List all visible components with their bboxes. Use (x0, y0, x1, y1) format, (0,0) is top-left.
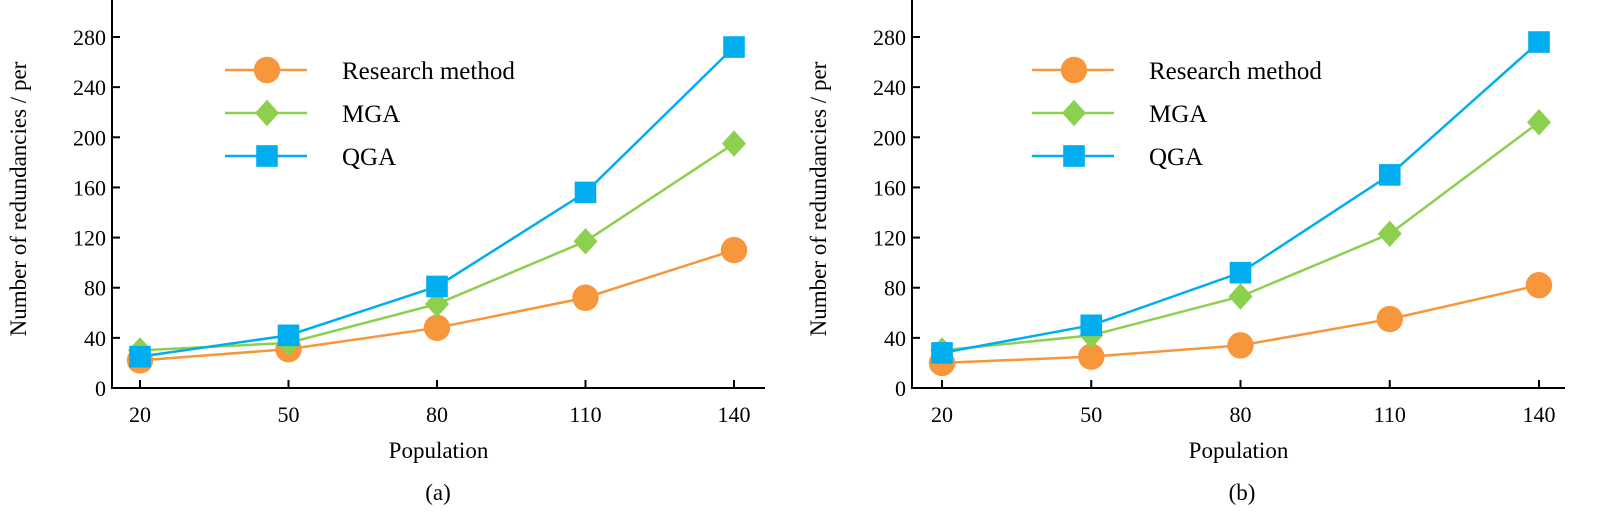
legend-item: Research method (225, 56, 515, 85)
legend-item: Research method (1032, 56, 1322, 85)
series-mga (128, 130, 746, 364)
legend-item: QGA (1032, 144, 1203, 171)
x-tick-label: 110 (1374, 402, 1406, 427)
data-point-diamond (573, 228, 598, 255)
y-tick-label: 40 (884, 326, 906, 351)
data-point-square (1063, 145, 1085, 167)
data-point-square (277, 324, 300, 347)
data-point-circle (1078, 343, 1105, 370)
x-tick-label: 80 (1230, 402, 1252, 427)
data-point-diamond (255, 99, 279, 127)
x-tick-label: 140 (718, 402, 751, 427)
panel-caption: (b) (1229, 480, 1256, 505)
chart-panel-b: 0 40 80 120 160 200 240 280 20 50 80 110 140 Populati… (806, 0, 1565, 505)
legend-item: QGA (225, 144, 396, 171)
data-point-circle (1376, 305, 1403, 333)
data-point-circle (1060, 56, 1088, 84)
data-point-square (723, 36, 745, 58)
x-tick-label: 20 (129, 402, 151, 427)
y-tick-label: 160 (73, 175, 106, 200)
data-point-diamond (1527, 109, 1551, 136)
x-tick-label: 50 (278, 402, 300, 427)
y-tick-label: 200 (73, 125, 106, 150)
data-point-square (1080, 314, 1103, 337)
y-axis-title: Number of redundancies / per (806, 61, 831, 336)
data-point-circle (253, 56, 281, 84)
data-point-square (256, 145, 278, 167)
legend-item: MGA (225, 99, 400, 128)
panel-caption: (a) (425, 480, 451, 505)
y-tick-label: 160 (873, 175, 906, 200)
data-point-square (1528, 31, 1550, 53)
y-tick-label: 120 (873, 226, 906, 251)
y-axis-title: Number of redundancies / per (6, 61, 31, 336)
y-tick-label: 120 (73, 226, 106, 251)
series-qga (931, 31, 1550, 364)
y-tick-label: 240 (73, 75, 106, 100)
data-point-square (426, 275, 448, 298)
x-tick-label: 20 (931, 402, 953, 427)
data-point-diamond (722, 130, 746, 157)
y-tick-label: 40 (84, 326, 106, 351)
data-point-diamond (1062, 99, 1086, 127)
legend-label: Research method (342, 58, 515, 85)
y-tick-label: 0 (95, 376, 106, 401)
legend-label: QGA (1149, 144, 1203, 171)
legend-label: QGA (342, 144, 396, 171)
series-line (941, 121, 1540, 352)
x-tick-label: 110 (569, 402, 601, 427)
data-point-diamond (1377, 220, 1402, 248)
x-axis-title: Population (1189, 438, 1289, 463)
data-point-square (1229, 261, 1252, 284)
series-mga (930, 109, 1551, 364)
data-point-square (129, 345, 151, 368)
data-point-circle (572, 284, 599, 311)
legend-item: MGA (1032, 99, 1207, 128)
data-point-diamond (1228, 283, 1253, 310)
y-tick-label: 280 (873, 25, 906, 50)
data-point-circle (1227, 332, 1254, 359)
legend-label: Research method (1149, 58, 1322, 85)
data-point-circle (1525, 272, 1553, 299)
legend-label: MGA (1149, 101, 1207, 128)
y-tick-label: 240 (873, 75, 906, 100)
data-point-square (931, 342, 953, 364)
series-qga (129, 36, 745, 368)
x-axis-title: Population (389, 438, 489, 463)
y-tick-label: 80 (884, 276, 906, 301)
x-tick-label: 140 (1523, 402, 1556, 427)
data-point-circle (720, 236, 748, 264)
data-point-circle (423, 314, 451, 342)
y-tick-label: 80 (84, 276, 106, 301)
legend-label: MGA (342, 101, 400, 128)
x-tick-label: 50 (1080, 402, 1102, 427)
data-point-square (1378, 164, 1401, 186)
y-tick-label: 0 (895, 376, 906, 401)
y-tick-label: 280 (73, 25, 106, 50)
chart-panel-a: 0 40 80 120 160 200 240 280 20 50 80 110 140 Populati… (6, 0, 765, 505)
x-tick-label: 80 (426, 402, 448, 427)
data-point-square (574, 181, 597, 204)
y-tick-label: 200 (873, 125, 906, 150)
data-point-diamond (425, 290, 449, 318)
